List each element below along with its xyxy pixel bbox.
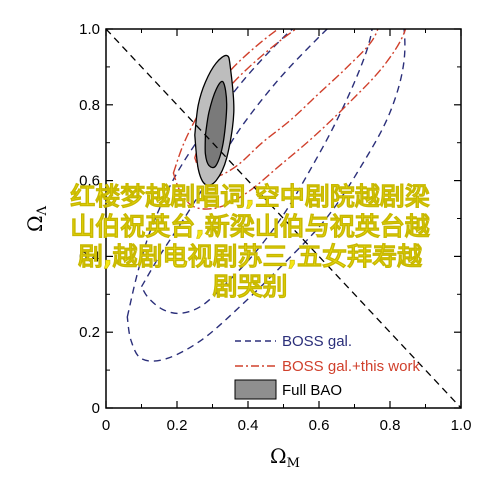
boss-this-work-contour-1 — [194, 29, 379, 178]
full-bao-contour-inner — [204, 80, 228, 169]
x-tick-label: 0 — [102, 417, 110, 434]
x-tick-label: 0.4 — [238, 417, 259, 434]
overlay-line-2: 山伯祝英台,新梁山伯与祝英台越 — [70, 212, 430, 242]
x-axis-title: ΩM — [270, 444, 300, 471]
overlay-line-1: 红楼梦越剧唱词,空中剧院越剧梁 — [70, 182, 430, 212]
legend-swatch-full-bao — [234, 379, 277, 400]
legend: BOSS gal. BOSS gal.+this work Full BAO — [234, 333, 420, 400]
x-tick-label: 1.0 — [451, 417, 472, 434]
y-tick-label: 0.6 — [79, 173, 100, 190]
y-tick-label: 0.8 — [79, 97, 100, 114]
boss-this-work-contour-2 — [172, 29, 407, 210]
overlay-line-3: 剧,越剧电视剧苏三,五女拜寿越 — [78, 242, 423, 272]
plot-frame — [105, 28, 462, 409]
overlay-line-4: 剧哭别 — [212, 272, 288, 302]
x-tick-label: 0.6 — [309, 417, 330, 434]
boss-contour-2 — [126, 29, 406, 362]
overlay-watermark-text: 红楼梦越剧唱词,空中剧院越剧梁 山伯祝英台,新梁山伯与祝英台越 剧,越剧电视剧苏… — [10, 182, 490, 302]
legend-label-full-bao: Full BAO — [282, 382, 342, 399]
contours-layer — [126, 29, 407, 362]
y-axis-title: ΩΛ — [23, 205, 50, 232]
y-tick-label: 0 — [92, 400, 100, 417]
y-tick-label: 0.4 — [79, 248, 100, 265]
y-tick-label: 0.2 — [79, 324, 100, 341]
legend-label-boss-this-work: BOSS gal.+this work — [282, 358, 420, 375]
x-tick-label: 0.8 — [380, 417, 401, 434]
x-tick-label: 0.2 — [167, 417, 188, 434]
y-tick-label: 1.0 — [79, 21, 100, 38]
flat-universe-line — [106, 29, 461, 408]
legend-label-boss: BOSS gal. — [282, 333, 352, 350]
